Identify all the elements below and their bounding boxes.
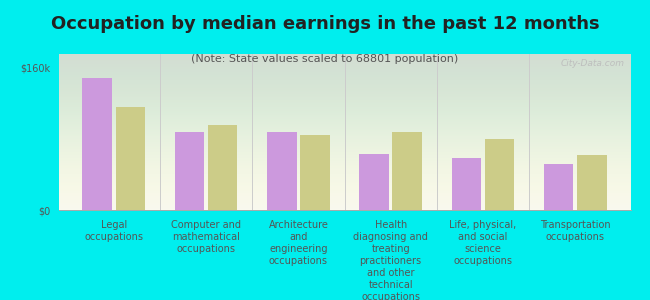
Bar bbox=[116, 107, 145, 210]
Text: Occupation by median earnings in the past 12 months: Occupation by median earnings in the pas… bbox=[51, 15, 599, 33]
Bar bbox=[359, 154, 389, 210]
Bar bbox=[485, 139, 514, 210]
Bar bbox=[393, 132, 422, 210]
Text: City-Data.com: City-Data.com bbox=[561, 59, 625, 68]
Bar bbox=[452, 158, 481, 210]
Bar bbox=[83, 78, 112, 210]
Text: (Note: State values scaled to 68801 population): (Note: State values scaled to 68801 popu… bbox=[191, 54, 459, 64]
Bar bbox=[300, 135, 330, 210]
Bar bbox=[544, 164, 573, 210]
Bar bbox=[175, 132, 204, 210]
Bar bbox=[208, 125, 237, 210]
Bar bbox=[577, 155, 606, 210]
Bar bbox=[267, 132, 296, 210]
